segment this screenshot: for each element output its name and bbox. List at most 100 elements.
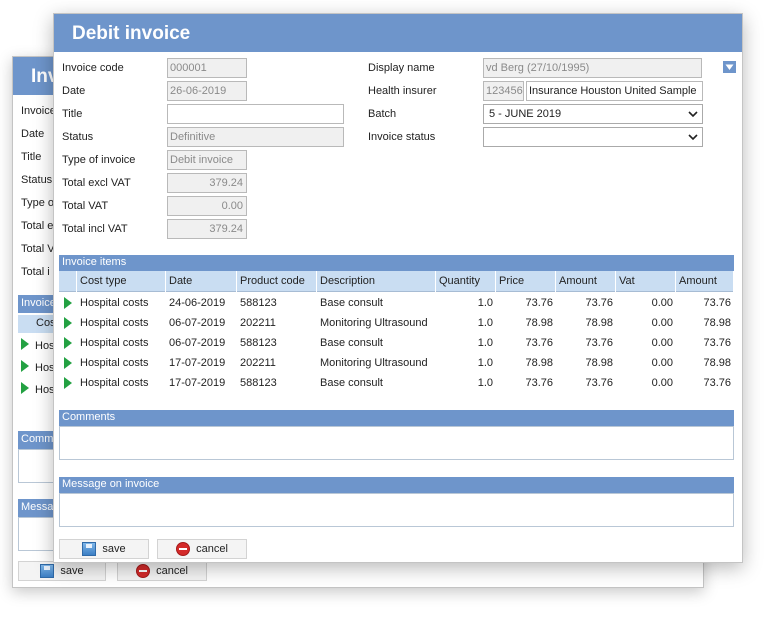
invoice-code-label: Invoice code	[62, 62, 124, 74]
health-insurer-name-field: Insurance Houston United Sample	[526, 81, 703, 101]
cancel-button[interactable]: cancel	[157, 539, 247, 559]
cell-description: Monitoring Ultrasound	[320, 357, 428, 369]
debit-invoice-dialog: Debit invoice Invoice code 000001 Date 2…	[53, 13, 743, 563]
background-row[interactable]: Hos	[21, 359, 55, 374]
column-header-amount-total[interactable]: Amount	[676, 271, 734, 292]
column-header-amount[interactable]: Amount	[556, 271, 616, 292]
collapse-toggle-button[interactable]	[723, 61, 736, 73]
cell-amount: 73.76	[585, 377, 613, 389]
batch-select-value: 5 - JUNE 2019	[489, 108, 562, 120]
background-row[interactable]: Hos	[21, 381, 55, 396]
background-cancel-button[interactable]: cancel	[117, 561, 207, 581]
comments-header: Comments	[59, 410, 734, 426]
cell-amount-total: 73.76	[703, 337, 731, 349]
triangle-right-icon[interactable]	[64, 297, 72, 309]
triangle-right-icon[interactable]	[64, 317, 72, 329]
batch-label: Batch	[368, 108, 397, 120]
cell-vat: 0.00	[651, 337, 673, 349]
cell-cost-type: Hospital costs	[80, 317, 149, 329]
cell-vat: 0.00	[651, 357, 673, 369]
cell-description: Base consult	[320, 337, 383, 349]
column-header-description[interactable]: Description	[317, 271, 436, 292]
cell-date: 06-07-2019	[169, 317, 226, 329]
cell-product-code: 202211	[240, 317, 276, 329]
row-marker-icon	[21, 382, 29, 394]
invoice-items-header: Invoice items	[59, 255, 734, 271]
table-row[interactable]: Hospital costs 17-07-2019 202211 Monitoring…	[59, 353, 734, 373]
cell-date: 06-07-2019	[169, 337, 226, 349]
date-label: Date	[62, 85, 86, 97]
invoice-items-column-header: Cost type Date Product code Description …	[59, 271, 734, 292]
cell-price: 73.76	[525, 377, 553, 389]
triangle-right-icon[interactable]	[64, 337, 72, 349]
message-on-invoice-textarea[interactable]	[59, 493, 734, 527]
no-entry-icon	[176, 542, 191, 556]
cell-product-code: 588123	[240, 297, 277, 309]
marker-column-header	[59, 271, 77, 292]
triangle-right-icon[interactable]	[64, 357, 72, 369]
background-column-label: Cos	[36, 317, 56, 329]
cell-description: Base consult	[320, 297, 383, 309]
cell-quantity: 1.0	[477, 357, 493, 369]
background-row[interactable]: Hos	[21, 337, 55, 352]
column-header-price[interactable]: Price	[496, 271, 556, 292]
column-header-vat[interactable]: Vat	[616, 271, 676, 292]
chevron-down-icon	[688, 134, 698, 141]
cell-amount-total: 73.76	[703, 377, 731, 389]
cell-quantity: 1.0	[477, 317, 493, 329]
total-excl-vat-field: 379.24	[167, 173, 247, 193]
cell-date: 17-07-2019	[169, 357, 226, 369]
background-label: Title	[21, 151, 42, 163]
batch-select[interactable]: 5 - JUNE 2019	[483, 104, 703, 124]
cell-price: 78.98	[525, 357, 553, 369]
background-save-button[interactable]: save	[18, 561, 106, 581]
cell-vat: 0.00	[651, 317, 673, 329]
column-header-quantity[interactable]: Quantity	[436, 271, 496, 292]
cell-amount: 73.76	[585, 297, 613, 309]
cell-description: Base consult	[320, 377, 383, 389]
background-label: Total e	[21, 220, 54, 232]
table-row[interactable]: Hospital costs 06-07-2019 202211 Monitoring…	[59, 313, 734, 333]
total-vat-field: 0.00	[167, 196, 247, 216]
cell-cost-type: Hospital costs	[80, 297, 149, 309]
cell-amount: 78.98	[585, 357, 613, 369]
total-incl-vat-field: 379.24	[167, 219, 247, 239]
cell-product-code: 588123	[240, 377, 277, 389]
cancel-button-label: cancel	[196, 543, 228, 555]
table-row[interactable]: Hospital costs 17-07-2019 588123 Base consu…	[59, 373, 734, 393]
cell-product-code: 202211	[240, 357, 276, 369]
background-window-title: Inv	[31, 66, 59, 87]
row-marker-icon	[21, 338, 29, 350]
type-of-invoice-field: Debit invoice	[167, 150, 247, 170]
title-label: Title	[62, 108, 83, 120]
date-field: 26-06-2019	[167, 81, 247, 101]
cell-amount: 73.76	[585, 337, 613, 349]
background-save-label: save	[60, 565, 84, 577]
dialog-titlebar: Debit invoice	[54, 14, 742, 52]
save-button[interactable]: save	[59, 539, 149, 559]
column-header-product-code[interactable]: Product code	[237, 271, 317, 292]
column-header-cost-type[interactable]: Cost type	[77, 271, 166, 292]
triangle-down-icon	[725, 64, 734, 70]
total-vat-label: Total VAT	[62, 200, 109, 212]
column-header-date[interactable]: Date	[166, 271, 237, 292]
cell-vat: 0.00	[651, 297, 673, 309]
cell-vat: 0.00	[651, 377, 673, 389]
title-input[interactable]	[167, 104, 344, 124]
cell-quantity: 1.0	[477, 377, 493, 389]
cell-description: Monitoring Ultrasound	[320, 317, 428, 329]
background-label: Total i	[21, 266, 50, 278]
status-field: Definitive	[167, 127, 344, 147]
table-row[interactable]: Hospital costs 06-07-2019 588123 Base consu…	[59, 333, 734, 353]
table-row[interactable]: Hospital costs 24-06-2019 588123 Base consu…	[59, 293, 734, 313]
invoice-status-select[interactable]	[483, 127, 703, 147]
cell-price: 73.76	[525, 337, 553, 349]
cell-date: 24-06-2019	[169, 297, 226, 309]
cell-price: 78.98	[525, 317, 553, 329]
comments-textarea[interactable]	[59, 426, 734, 460]
triangle-right-icon[interactable]	[64, 377, 72, 389]
chevron-down-icon	[688, 111, 698, 118]
row-marker-icon	[21, 360, 29, 372]
cell-quantity: 1.0	[477, 297, 493, 309]
invoice-status-label: Invoice status	[368, 131, 436, 143]
